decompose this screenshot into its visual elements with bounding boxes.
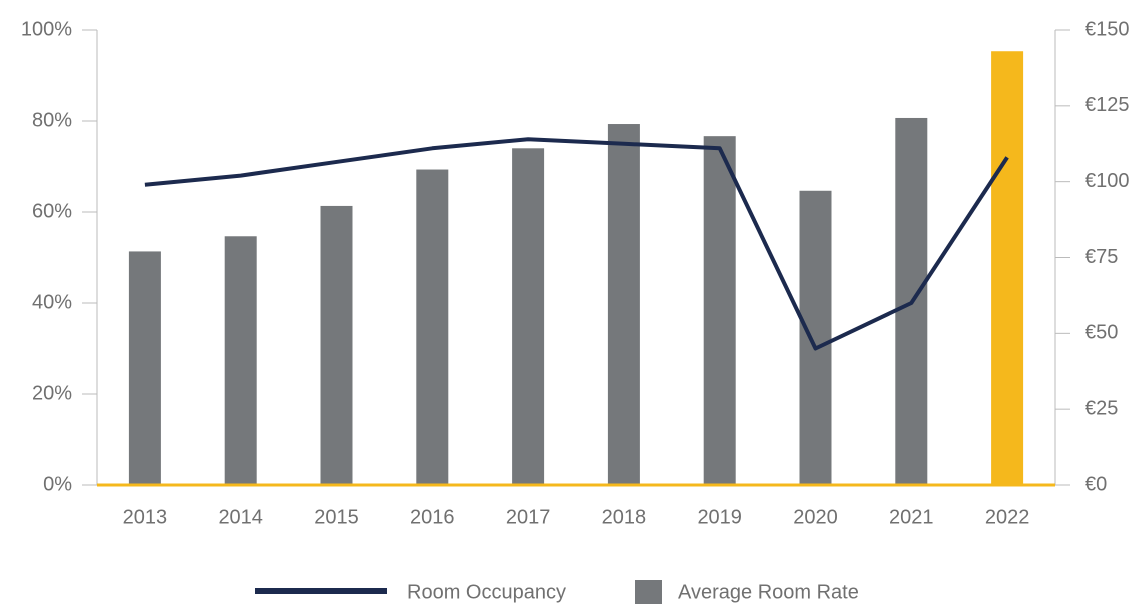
y-tick-label: 100% (21, 18, 72, 40)
y2-tick-label: €150 (1085, 18, 1130, 40)
bar (703, 136, 736, 485)
y-tick-label: 60% (32, 200, 72, 222)
bar (799, 190, 832, 485)
y2-tick-label: €0 (1085, 473, 1107, 495)
bar (416, 169, 449, 486)
bar (991, 51, 1024, 485)
bar (607, 124, 640, 486)
legend-label: Average Room Rate (678, 581, 859, 603)
y-tick-label: 40% (32, 291, 72, 313)
legend-label: Room Occupancy (407, 581, 566, 603)
y2-tick-label: €50 (1085, 322, 1118, 344)
y2-tick-label: €125 (1085, 94, 1130, 116)
legend-swatch (635, 580, 662, 604)
y-tick-label: 80% (32, 109, 72, 131)
x-tick-label: 2015 (314, 506, 359, 528)
y2-tick-label: €75 (1085, 246, 1118, 268)
x-tick-label: 2016 (410, 506, 455, 528)
bar (224, 236, 257, 485)
x-tick-label: 2014 (218, 506, 263, 528)
x-tick-label: 2022 (985, 506, 1030, 528)
y-tick-label: 20% (32, 382, 72, 404)
x-tick-label: 2018 (602, 506, 647, 528)
x-tick-label: 2019 (697, 506, 742, 528)
x-tick-label: 2020 (793, 506, 838, 528)
x-tick-label: 2017 (506, 506, 551, 528)
line (144, 137, 1009, 351)
x-tick-label: 2013 (123, 506, 168, 528)
y-tick-label: 0% (43, 473, 72, 495)
y2-tick-label: €100 (1085, 170, 1130, 192)
y2-tick-label: €25 (1085, 397, 1118, 419)
x-tick-label: 2021 (889, 506, 934, 528)
bar (512, 148, 545, 486)
bar (128, 251, 161, 485)
bar (320, 205, 353, 485)
